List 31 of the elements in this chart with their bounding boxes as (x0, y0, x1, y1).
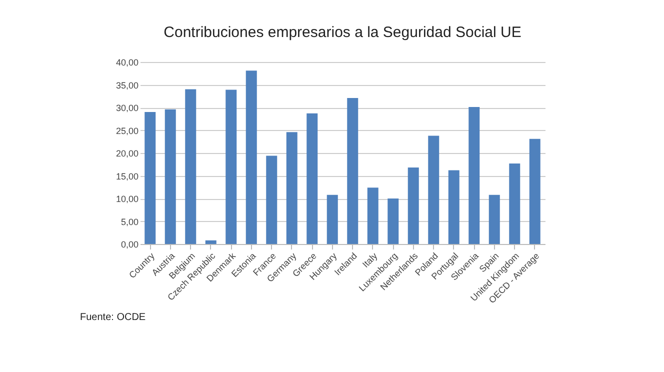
bar (529, 138, 540, 244)
bar (326, 194, 338, 244)
y-tick-label: 15,00 (116, 171, 138, 182)
bar (468, 107, 480, 244)
bar (388, 198, 399, 244)
bar (144, 112, 156, 244)
y-tick-label: 40,00 (116, 58, 138, 68)
y-tick-label: 30,00 (116, 103, 138, 113)
chart-title: Contribuciones empresarios a la Seguridad Social UE (164, 24, 522, 41)
bar (428, 136, 440, 244)
bar (205, 240, 216, 244)
bar (164, 109, 176, 244)
source-note: Fuente: OCDE (80, 312, 146, 323)
bar (246, 70, 257, 244)
y-tick-label: 0,00 (120, 240, 138, 250)
bar (509, 163, 520, 244)
y-tick-label: 35,00 (116, 80, 138, 90)
y-tick-label: 10,00 (116, 194, 138, 204)
y-tick-label: 25,00 (116, 126, 138, 136)
bar (286, 132, 298, 244)
y-tick-label: 5,00 (120, 216, 138, 227)
bar (226, 90, 237, 244)
bar (185, 89, 196, 244)
y-tick-label: 20,00 (116, 148, 138, 158)
bar (347, 98, 358, 244)
bar (266, 156, 278, 244)
bar (367, 188, 378, 244)
bar (448, 170, 460, 244)
bar (306, 113, 318, 244)
bar (408, 168, 419, 244)
bar (488, 194, 500, 244)
